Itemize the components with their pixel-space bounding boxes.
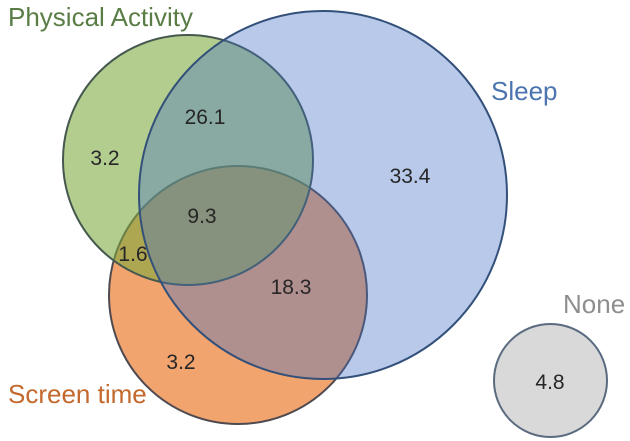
none-circle [493,323,608,438]
none-label: None [563,289,626,319]
sleep-label: Sleep [491,76,558,106]
value-physical-activity-and-sleep: 26.1 [184,106,226,129]
physical-activity-label: Physical Activity [8,2,193,32]
value-none: 4.8 [535,371,565,394]
value-sleep-only: 33.4 [389,165,431,188]
screen-time-label: Screen time [8,379,147,409]
value-screen-time-only: 3.2 [166,351,196,374]
value-sleep-and-screen-time: 18.3 [270,276,312,299]
sleep-circle [138,10,508,380]
value-physical-activity-and-screen-time: 1.6 [118,243,148,266]
value-all-three: 9.3 [187,205,217,228]
value-physical-activity-only: 3.2 [90,147,120,170]
